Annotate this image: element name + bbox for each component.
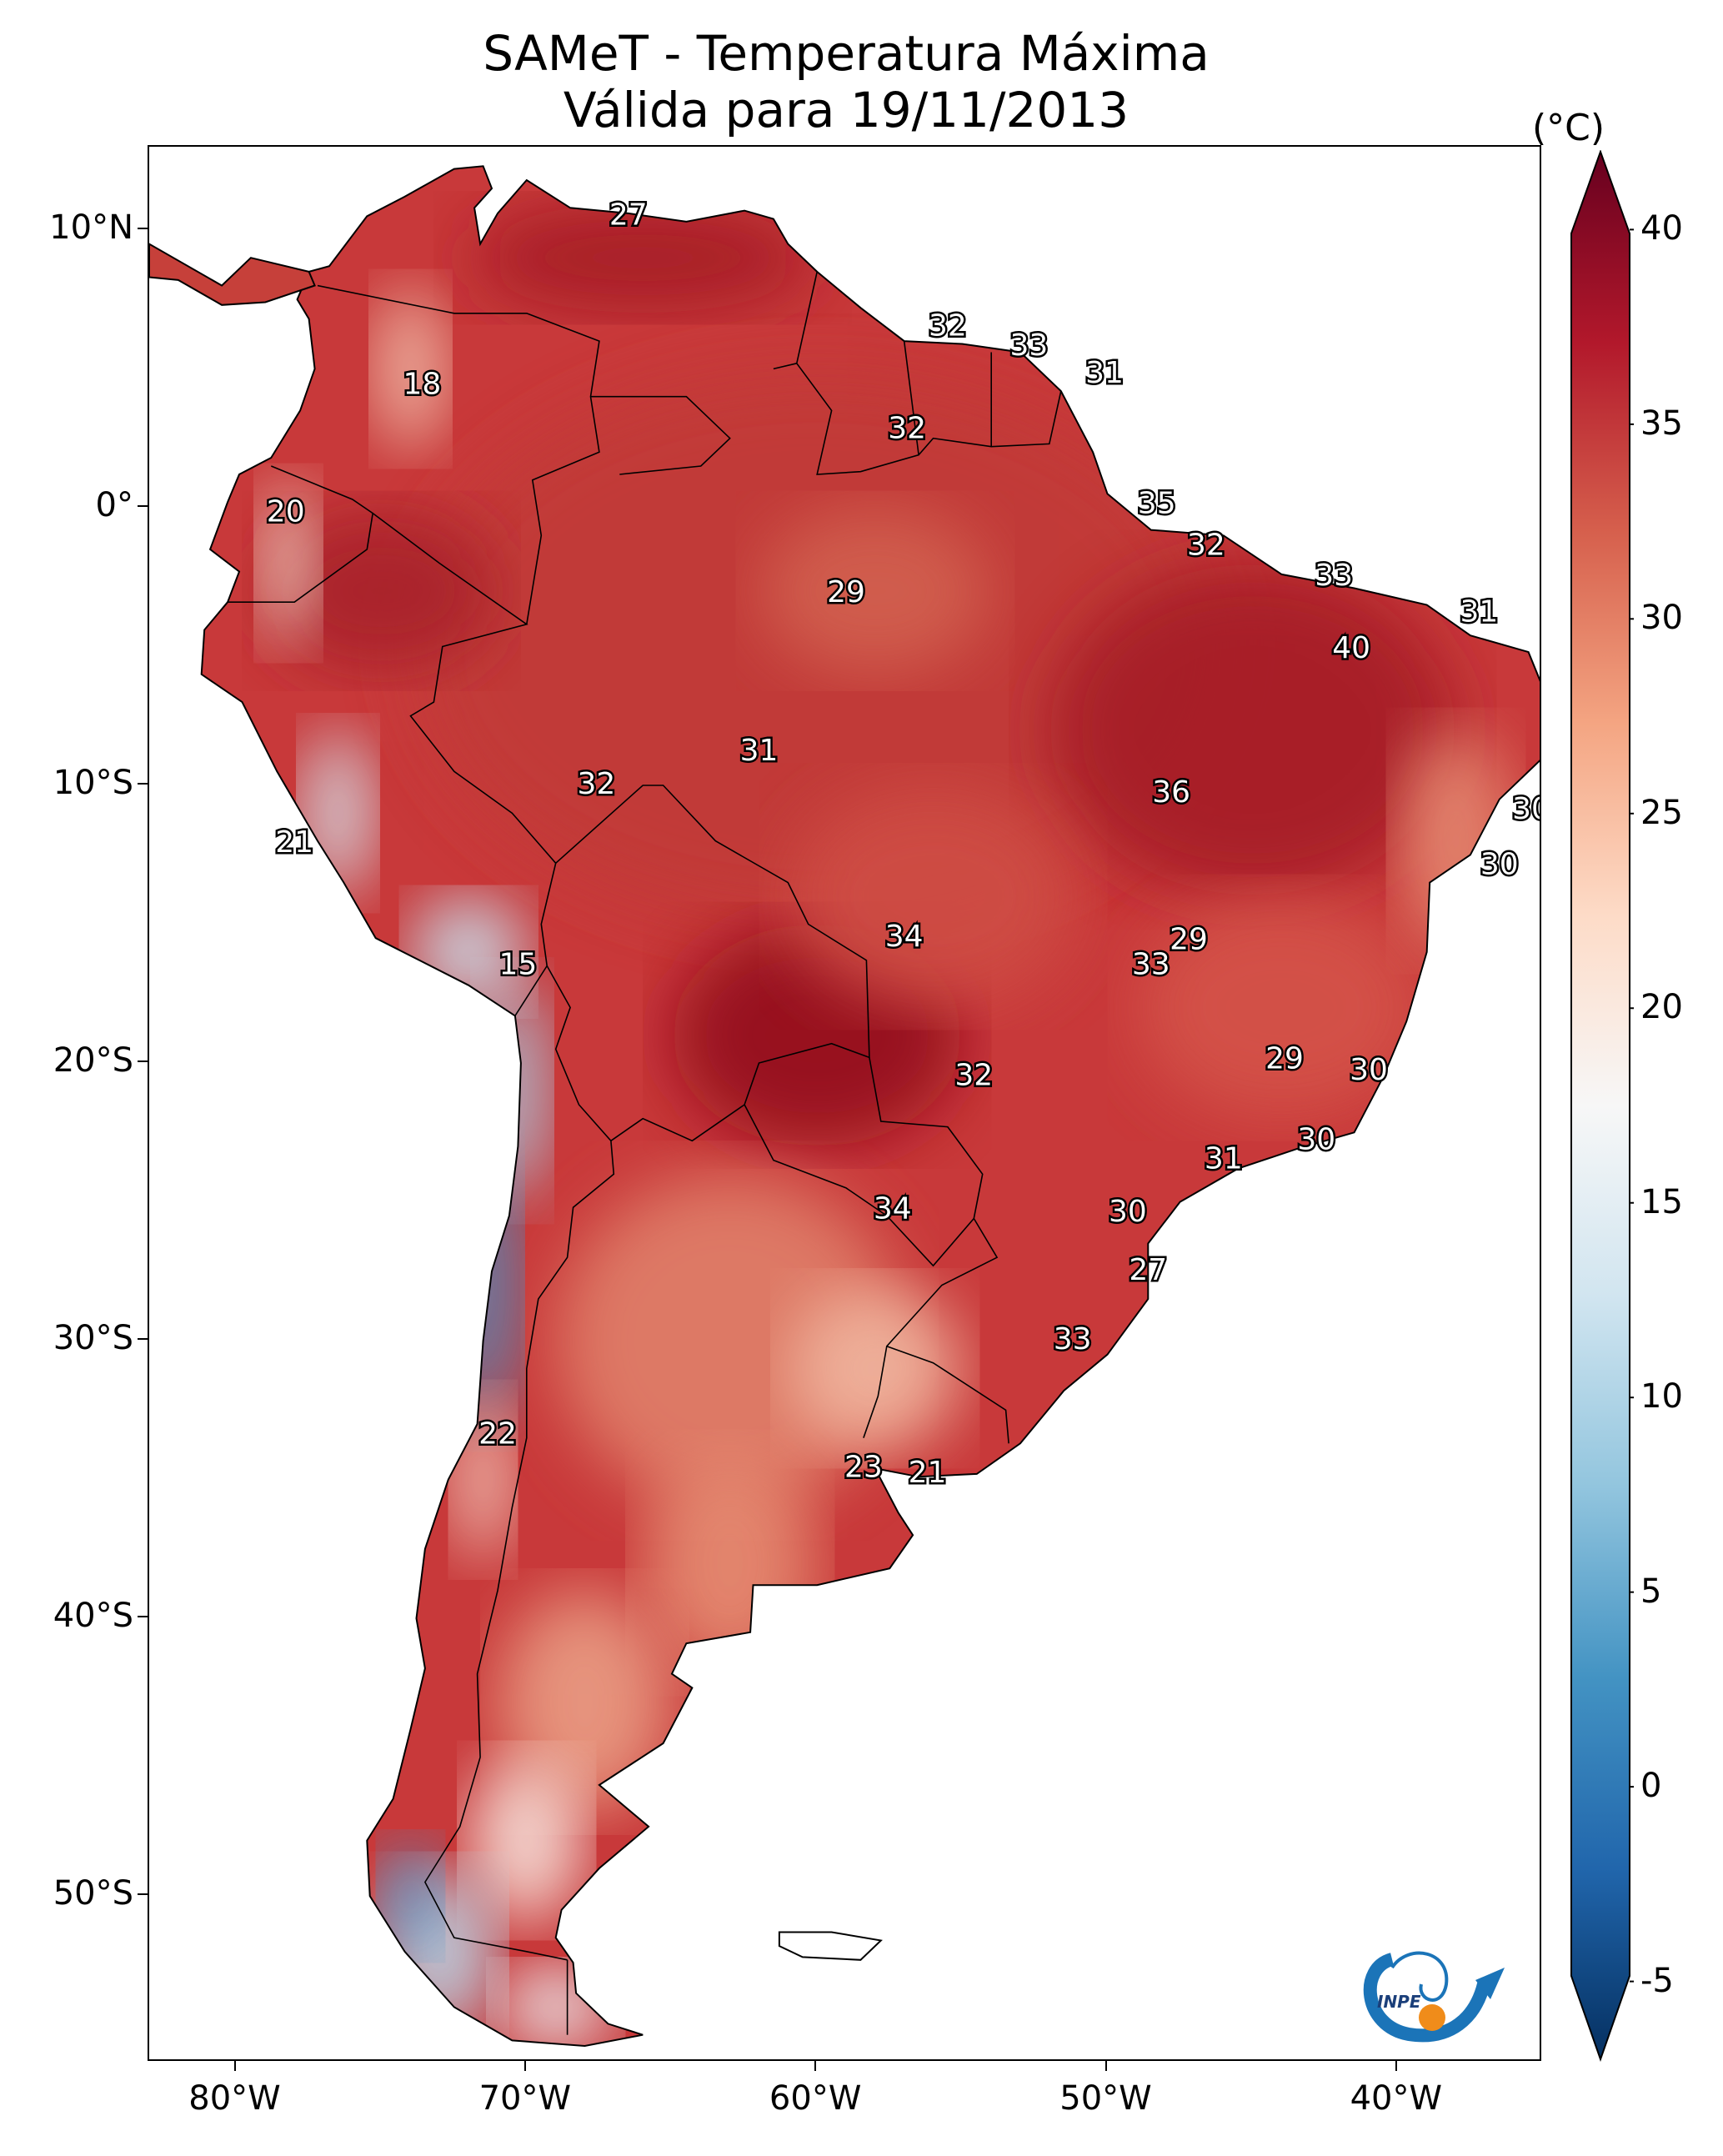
- station-value-label: 30: [1350, 1053, 1388, 1087]
- station-value-label: 32: [1187, 529, 1225, 563]
- colorbar-tick-label: 35: [1640, 404, 1683, 443]
- colorbar-body: [1570, 150, 1630, 2063]
- station-value-label: 30: [1512, 792, 1541, 826]
- latitude-tick-label: 50°S: [53, 1874, 133, 1913]
- latitude-tick-mark: [138, 227, 148, 229]
- station-value-label: 27: [609, 198, 648, 232]
- map-title-line2: Válida para 19/11/2013: [563, 82, 1129, 138]
- falkland-islands: [778, 1931, 883, 1961]
- longitude-tick-label: 80°W: [188, 2079, 281, 2118]
- longitude-tick-mark: [1104, 2061, 1107, 2071]
- panama-landmass: [149, 243, 316, 306]
- station-labels: 2732333118323520323329314029313031293236…: [264, 196, 1541, 1492]
- station-value-label: 18: [403, 367, 442, 401]
- station-value-label: 33: [1010, 328, 1049, 363]
- latitude-tick-mark: [138, 1338, 148, 1341]
- station-value-label: 40: [1332, 631, 1370, 665]
- longitude-tick-mark: [523, 2061, 526, 2071]
- station-value-label: 36: [1152, 775, 1190, 810]
- station-value-label: 31: [1205, 1142, 1243, 1176]
- colorbar-tick-label: 20: [1640, 988, 1683, 1027]
- colorbar-tick-label: 0: [1640, 1767, 1662, 1806]
- station-value-label: 34: [885, 920, 924, 954]
- latitude-tick-mark: [138, 783, 148, 785]
- longitude-tick-mark: [814, 2061, 817, 2071]
- map-title-line1: SAMeT - Temperatura Máxima: [483, 25, 1210, 82]
- country-borders: [228, 271, 1062, 2035]
- colorbar-tick-label: 25: [1640, 793, 1683, 832]
- station-value-label: 31: [740, 734, 779, 768]
- station-value-label: 34: [874, 1192, 912, 1226]
- station-value-label: 22: [478, 1416, 517, 1451]
- temperature-field: [201, 166, 1540, 2046]
- latitude-tick-mark: [138, 1616, 148, 1618]
- station-value-label: 29: [827, 575, 865, 609]
- longitude-tick-label: 40°W: [1350, 2079, 1443, 2118]
- longitude-tick-mark: [1395, 2061, 1397, 2071]
- latitude-tick-label: 40°S: [53, 1597, 133, 1636]
- latitude-tick-mark: [138, 1893, 148, 1896]
- longitude-tick-label: 60°W: [769, 2079, 862, 2118]
- latitude-tick-mark: [138, 504, 148, 507]
- islands: [149, 243, 883, 1961]
- latitude-tick-label: 20°S: [53, 1041, 133, 1081]
- latitude-tick-label: 0°: [95, 485, 133, 524]
- colorbar-tick-label: 15: [1640, 1182, 1683, 1221]
- station-value-label: 33: [1054, 1322, 1092, 1356]
- latitude-tick-mark: [138, 1060, 148, 1063]
- station-value-label: 29: [1265, 1042, 1304, 1076]
- colorbar-tick-label: 40: [1640, 209, 1683, 248]
- map-frame[interactable]: 2732333118323520323329314029313031293236…: [148, 145, 1541, 2061]
- colorbar-tick-label: 5: [1640, 1572, 1662, 1611]
- station-value-label: 29: [1170, 923, 1208, 957]
- station-value-label: 31: [1460, 595, 1498, 629]
- colorbar-unit: (°C): [1532, 107, 1605, 149]
- station-value-label: 15: [498, 947, 537, 981]
- longitude-tick-label: 50°W: [1059, 2079, 1152, 2118]
- latitude-tick-label: 10°S: [53, 764, 133, 802]
- station-value-label: 27: [1129, 1253, 1167, 1287]
- station-value-label: 33: [1132, 947, 1170, 981]
- station-value-label: 32: [578, 767, 616, 801]
- latitude-tick-label: 10°N: [49, 208, 133, 247]
- colorbar-tick-label: -5: [1640, 1961, 1674, 2000]
- station-value-label: 31: [1085, 356, 1124, 390]
- station-value-label: 20: [267, 495, 305, 529]
- longitude-tick-label: 70°W: [478, 2079, 572, 2118]
- station-value-label: 21: [909, 1456, 947, 1490]
- longitude-tick-mark: [233, 2061, 236, 2071]
- colorbar-tick-label: 10: [1640, 1377, 1683, 1416]
- inpe-logo: INPE: [1363, 1951, 1505, 2043]
- station-value-label: 30: [1297, 1122, 1335, 1156]
- station-value-label: 32: [954, 1059, 993, 1093]
- station-value-label: 35: [1138, 487, 1176, 521]
- station-value-label: 33: [1315, 559, 1353, 593]
- station-value-label: 32: [929, 308, 967, 343]
- latitude-tick-label: 30°S: [53, 1319, 133, 1358]
- station-value-label: 30: [1109, 1195, 1147, 1229]
- coastline: [200, 165, 1540, 2048]
- map-canvas: 2732333118323520323329314029313031293236…: [149, 165, 1541, 2048]
- colorbar: [1570, 150, 1634, 2063]
- station-value-label: 30: [1480, 848, 1519, 882]
- station-value-label: 23: [844, 1450, 883, 1484]
- logo-text: INPE: [1377, 1992, 1421, 2012]
- station-value-label: 21: [275, 825, 313, 860]
- station-value-label: 32: [888, 412, 926, 446]
- colorbar-tick-label: 30: [1640, 599, 1683, 638]
